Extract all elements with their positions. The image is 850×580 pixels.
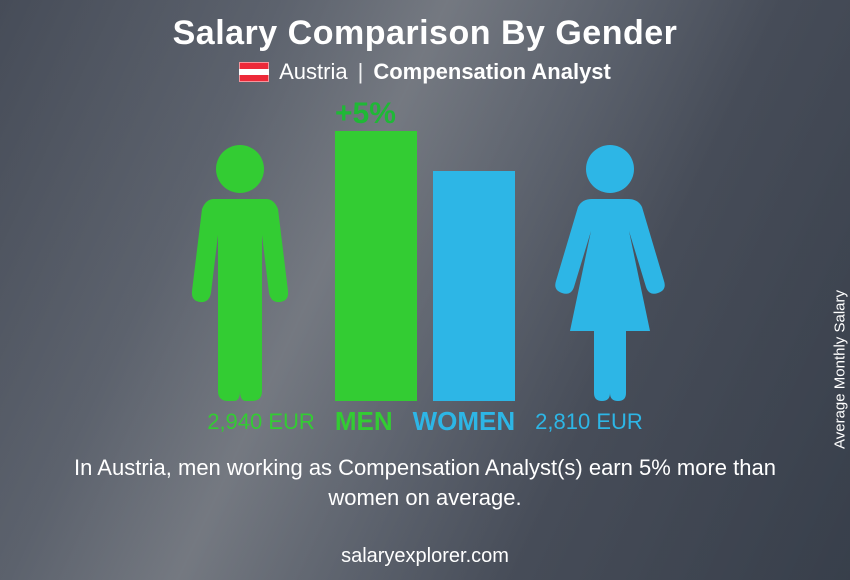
men-label: MEN bbox=[335, 406, 393, 437]
country-label: Austria bbox=[279, 59, 347, 85]
men-salary: 2,940 EUR bbox=[207, 409, 315, 435]
man-figure-svg bbox=[180, 141, 300, 401]
austria-flag-icon bbox=[239, 62, 269, 82]
y-axis-label: Average Monthly Salary bbox=[832, 290, 849, 449]
woman-icon bbox=[550, 141, 670, 401]
woman-figure-svg bbox=[550, 141, 670, 401]
man-icon bbox=[180, 141, 300, 401]
bars-group bbox=[335, 131, 515, 401]
men-bar bbox=[335, 131, 417, 401]
women-label: WOMEN bbox=[413, 406, 516, 437]
role-label: Compensation Analyst bbox=[373, 59, 611, 85]
footer-attribution: salaryexplorer.com bbox=[0, 545, 850, 568]
women-salary: 2,810 EUR bbox=[535, 409, 643, 435]
chart-area: +5% 2,940 EUR MEN WOMEN 2,810 EUR bbox=[0, 97, 850, 437]
labels-row: 2,940 EUR MEN WOMEN 2,810 EUR bbox=[0, 406, 850, 437]
subtitle: Austria | Compensation Analyst bbox=[0, 59, 850, 85]
women-bar bbox=[433, 171, 515, 401]
description-text: In Austria, men working as Compensation … bbox=[0, 453, 850, 512]
separator: | bbox=[358, 59, 364, 85]
page-title: Salary Comparison By Gender bbox=[0, 0, 850, 53]
difference-label: +5% bbox=[335, 97, 396, 131]
